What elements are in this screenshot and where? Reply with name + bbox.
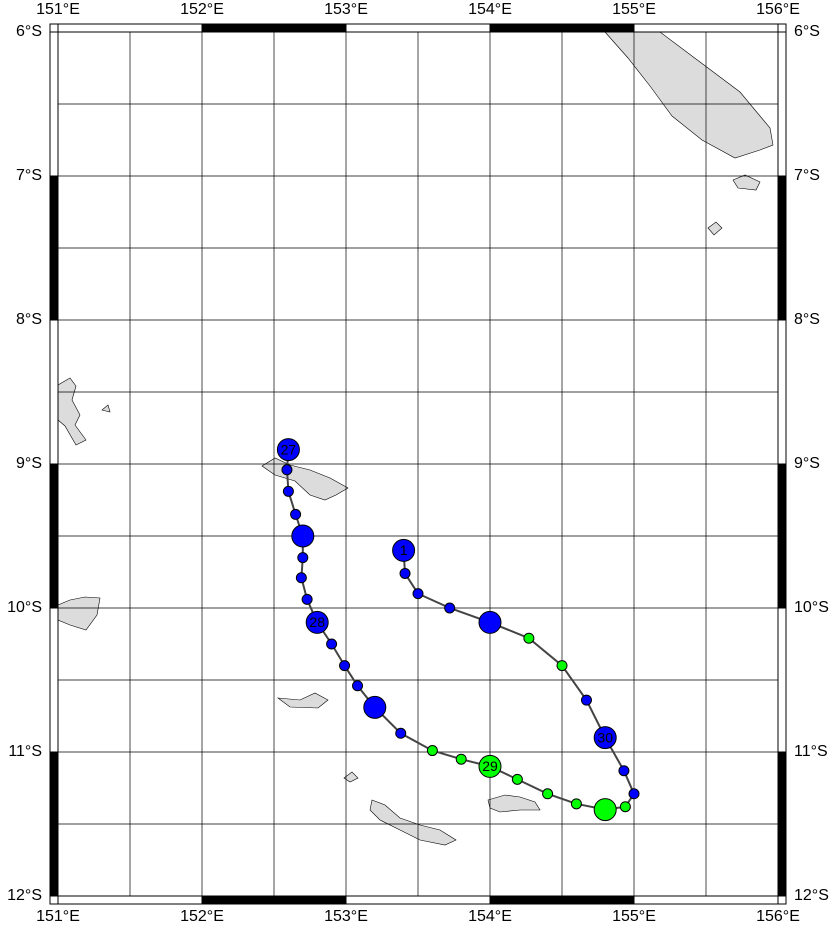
track-point [326,638,338,650]
lon-label: 154°E [468,908,512,925]
lat-label: 6°S [16,23,42,40]
lat-label: 9°S [794,455,820,472]
frame-bar [490,896,634,904]
lon-label: 155°E [612,1,656,18]
track-point [276,438,300,462]
lon-label: 151°E [36,908,80,925]
lat-label: 12°S [7,887,42,904]
frame-bar [50,176,58,320]
frame-bar [778,464,786,608]
labels: 151°E 151°E 152°E 152°E 153°E 153°E 154°E 154°E… [7,1,829,925]
lat-label: 8°S [794,311,820,328]
track-point [281,464,293,476]
track-point [455,753,467,765]
island [57,596,101,631]
track-point [478,754,502,778]
track-point [556,660,568,672]
track-point [426,745,438,757]
lat-label: 11°S [8,743,42,760]
track-point [618,765,630,777]
point-label: 30 [597,729,613,745]
track-point [570,798,582,810]
frame-bar [490,24,634,32]
lon-label: 156°E [756,1,800,18]
point-label: 28 [309,614,325,630]
grid [58,32,778,896]
island [57,377,87,446]
track: 27 28 29 30 1 [276,438,640,822]
track-point [352,680,364,692]
point-label: 1 [400,542,408,558]
track-point [628,788,640,800]
frame-bar [50,752,58,896]
lat-label: 7°S [794,167,820,184]
frame [49,23,787,905]
island [343,771,359,783]
track-point [392,538,416,562]
island [101,404,111,413]
track-point [580,694,592,706]
island [369,799,457,846]
track-point [395,727,407,739]
track-point [301,593,313,605]
track-point [593,726,617,750]
track-point [282,485,294,497]
lon-label: 156°E [756,908,800,925]
frame-bar [50,464,58,608]
track-point [523,632,535,644]
lat-label: 10°S [794,599,829,616]
lon-label: 152°E [180,1,224,18]
track-point [619,801,631,813]
island [707,221,723,236]
lon-label: 151°E [36,1,80,18]
island [604,31,774,159]
track-point [511,773,523,785]
lat-label: 9°S [16,455,42,472]
track-point [412,588,424,600]
point-label: 29 [482,758,498,774]
track-point [295,572,307,584]
track-point [444,602,456,614]
lon-label: 153°E [324,908,368,925]
track-point [297,552,309,564]
track-point [542,788,554,800]
lat-label: 12°S [794,887,829,904]
lat-label: 6°S [794,23,820,40]
island [487,794,541,813]
track-point [399,567,411,579]
land [57,31,774,846]
track-point [339,660,351,672]
lon-label: 152°E [180,908,224,925]
lon-label: 153°E [324,1,368,18]
frame-bar [202,24,346,32]
track-point [291,524,315,548]
track-point [290,508,302,520]
frame-bar [778,176,786,320]
track-point [363,695,387,719]
frame-bar [778,752,786,896]
track-point [593,798,617,822]
lat-label: 10°S [7,599,42,616]
lat-label: 7°S [16,167,42,184]
track-point [478,610,502,634]
lat-label: 11°S [794,743,828,760]
lon-label: 154°E [468,1,512,18]
frame-bar [202,896,346,904]
lon-label: 155°E [612,908,656,925]
track-point [305,610,329,634]
island [276,692,329,709]
point-label: 27 [281,441,297,457]
lat-label: 8°S [16,311,42,328]
